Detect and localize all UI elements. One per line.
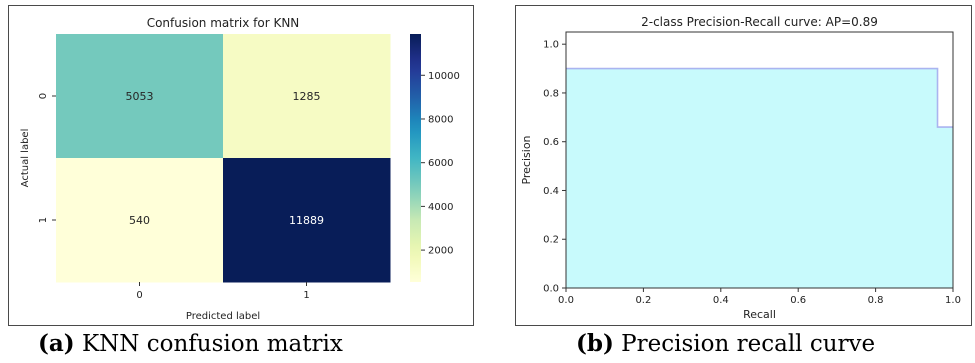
colorbar-tick-label: 8000	[428, 114, 453, 125]
chart-title: Confusion matrix for KNN	[147, 16, 300, 30]
y-tick-label: 1	[38, 217, 49, 223]
caption-b: (b) Precision recall curve	[576, 330, 875, 357]
y-tick-label: 0.8	[543, 88, 559, 99]
x-axis-label: Predicted label	[186, 311, 260, 322]
pr-step-line	[566, 67, 953, 128]
caption-a-label: (a)	[38, 330, 75, 357]
y-tick-label: 0.6	[543, 137, 559, 148]
cell-value-label: 11889	[289, 214, 324, 227]
colorbar-tick-label: 6000	[428, 158, 453, 169]
x-tick-label: 0.6	[790, 295, 806, 306]
y-tick-label: 0.2	[543, 235, 559, 246]
x-tick-label: 0	[136, 290, 142, 301]
pr-area-fill	[566, 68, 953, 288]
plot-frame	[565, 31, 954, 289]
x-tick-label: 0.0	[558, 295, 574, 306]
x-tick-label: 0.2	[635, 295, 651, 306]
precision-recall-chart: 2-class Precision-Recall curve: AP=0.89 0…	[520, 15, 961, 321]
y-axis-label: Actual label	[20, 129, 31, 188]
x-tick-label: 1.0	[945, 295, 961, 306]
colorbar	[410, 34, 421, 282]
heatmap-cell	[223, 34, 391, 159]
cell-value-label: 5053	[126, 90, 154, 103]
y-tick-label: 1.0	[543, 40, 559, 51]
x-tick-label: 1	[303, 290, 309, 301]
y-tick-label: 0	[38, 93, 49, 99]
caption-a: (a) KNN confusion matrix	[38, 330, 343, 357]
y-axis-label: Precision	[520, 135, 533, 184]
x-tick-label: 0.4	[713, 295, 729, 306]
cell-value-label: 540	[129, 214, 150, 227]
y-tick-label: 0.0	[543, 284, 559, 295]
colorbar-tick-label: 4000	[428, 202, 453, 213]
x-axis-label: Recall	[743, 308, 776, 321]
colorbar-tick-label: 2000	[428, 246, 453, 257]
confusion-matrix-chart: Confusion matrix for KNN 5053 1285 540 11889…	[20, 16, 460, 322]
y-tick-label: 0.4	[543, 186, 559, 197]
heatmap-cell	[223, 158, 391, 283]
confusion-matrix-panel: Confusion matrix for KNN 5053 1285 540 11889…	[8, 5, 474, 326]
cell-value-label: 1285	[293, 90, 321, 103]
heatmap-cell	[56, 34, 224, 159]
precision-recall-panel: 2-class Precision-Recall curve: AP=0.89 0…	[515, 5, 972, 326]
heatmap-cell	[56, 158, 224, 283]
caption-b-text: Precision recall curve	[613, 331, 876, 357]
colorbar-tick-label: 10000	[428, 71, 460, 82]
caption-b-label: (b)	[576, 330, 614, 357]
x-tick-label: 0.8	[868, 295, 884, 306]
chart-title: 2-class Precision-Recall curve: AP=0.89	[641, 15, 878, 29]
caption-a-text: KNN confusion matrix	[74, 331, 343, 357]
